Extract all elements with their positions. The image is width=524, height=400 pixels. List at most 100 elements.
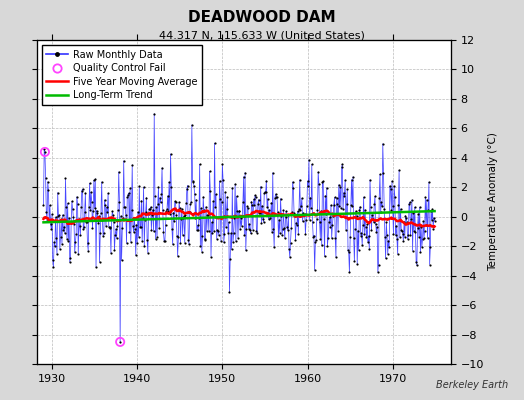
Point (138, 238, 146, 244)
Point (351, 226, 359, 232)
Point (274, 233, 282, 239)
Point (424, 207, 432, 213)
Point (427, 208, 435, 214)
Point (179, 232, 187, 238)
Point (100, 230, 108, 236)
Point (261, 189, 270, 195)
Point (225, 289, 234, 295)
Point (388, 178, 396, 184)
Point (347, 176, 356, 183)
Point (93, 207, 101, 214)
Point (337, 204, 345, 211)
Point (146, 206, 154, 212)
Point (279, 207, 288, 214)
Point (124, 192, 132, 198)
Point (422, 196, 431, 203)
Point (234, 235, 242, 241)
Point (174, 234, 182, 240)
Point (122, 240, 130, 246)
Point (223, 194, 232, 200)
Point (338, 161, 346, 168)
Point (224, 230, 232, 236)
Point (58, 240, 66, 247)
Point (306, 194, 314, 201)
Point (190, 183, 198, 189)
Point (239, 174, 248, 180)
Point (425, 179, 433, 185)
Point (347, 202, 355, 208)
Point (210, 140, 219, 146)
Point (276, 230, 284, 236)
Point (372, 220, 380, 227)
Point (63, 200, 72, 206)
Point (161, 222, 170, 228)
Point (221, 189, 230, 195)
Point (393, 236, 401, 242)
Point (114, 206, 122, 213)
Point (164, 208, 172, 214)
Point (364, 232, 373, 239)
Point (218, 161, 226, 168)
Point (99, 233, 107, 239)
Point (57, 216, 66, 222)
Point (127, 206, 136, 213)
Point (322, 211, 330, 217)
Point (396, 234, 404, 240)
Point (286, 240, 294, 246)
Point (129, 223, 137, 230)
Point (113, 235, 121, 241)
Point (252, 194, 260, 200)
Point (196, 243, 204, 250)
Point (310, 267, 319, 273)
Point (148, 212, 156, 218)
Point (226, 256, 234, 262)
Point (80, 224, 88, 230)
Point (137, 198, 146, 204)
Point (363, 221, 372, 228)
Point (391, 194, 399, 200)
Point (271, 191, 280, 197)
Point (386, 183, 394, 189)
Point (73, 194, 81, 200)
Point (204, 212, 212, 218)
Point (242, 225, 250, 232)
Point (113, 222, 122, 229)
Point (375, 194, 384, 201)
Point (428, 217, 436, 223)
Point (284, 212, 292, 218)
Point (350, 258, 358, 264)
Point (162, 208, 170, 214)
Point (286, 254, 294, 260)
Point (117, 213, 125, 219)
Point (170, 218, 178, 224)
Point (156, 194, 164, 201)
Point (364, 239, 372, 246)
Point (399, 238, 408, 244)
Point (112, 226, 120, 232)
Point (267, 200, 276, 206)
Point (128, 162, 136, 168)
Point (78, 188, 86, 194)
Point (342, 226, 350, 233)
Point (373, 224, 381, 230)
Point (419, 218, 428, 224)
Point (200, 207, 208, 214)
Point (368, 212, 376, 218)
Point (83, 219, 91, 226)
Point (371, 193, 379, 200)
Point (200, 236, 209, 243)
Point (139, 184, 148, 190)
Point (282, 208, 290, 214)
Point (198, 248, 206, 255)
Point (59, 212, 67, 218)
Point (68, 198, 76, 204)
Point (340, 193, 348, 199)
Point (59, 227, 68, 233)
Point (316, 235, 324, 242)
Point (253, 230, 261, 236)
Point (398, 231, 407, 237)
Point (290, 210, 298, 216)
Point (110, 247, 118, 254)
Point (144, 250, 152, 256)
Point (151, 236, 160, 242)
